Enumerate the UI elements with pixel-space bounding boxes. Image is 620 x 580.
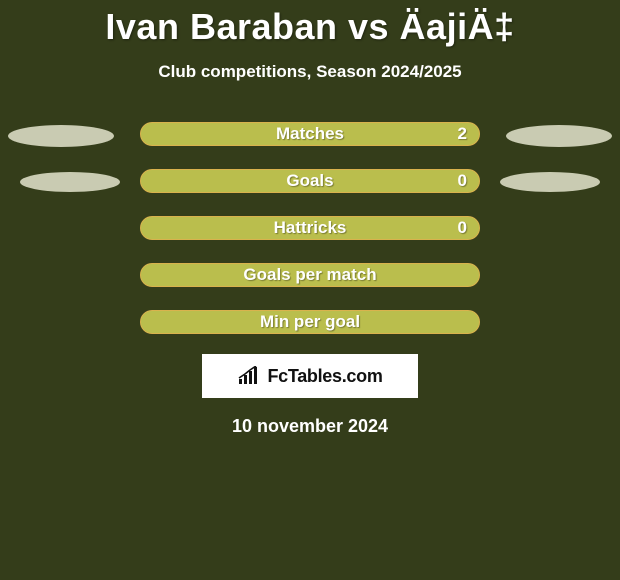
stat-rows: Matches 2 Goals 0 Hattricks 0 Goals per match M…	[0, 122, 620, 334]
stat-bar: Goals 0	[140, 169, 480, 193]
stat-row: Min per goal	[0, 310, 620, 334]
stat-row: Goals 0	[0, 169, 620, 193]
right-ellipse	[506, 125, 612, 147]
date-label: 10 november 2024	[0, 416, 620, 437]
fctables-icon	[237, 366, 263, 386]
left-ellipse	[20, 172, 120, 192]
right-ellipse	[500, 172, 600, 192]
stat-label: Matches	[276, 124, 344, 144]
stat-value: 0	[458, 171, 467, 191]
logo-text: FcTables.com	[267, 366, 382, 387]
logo-box[interactable]: FcTables.com	[202, 354, 418, 398]
stat-label: Goals per match	[243, 265, 376, 285]
stat-bar: Hattricks 0	[140, 216, 480, 240]
stat-bar: Min per goal	[140, 310, 480, 334]
stat-row: Goals per match	[0, 263, 620, 287]
stat-row: Hattricks 0	[0, 216, 620, 240]
stat-row: Matches 2	[0, 122, 620, 146]
stat-bar: Goals per match	[140, 263, 480, 287]
logo: FcTables.com	[237, 366, 382, 387]
page-title: Ivan Baraban vs ÄajiÄ‡	[0, 6, 620, 48]
stat-label: Min per goal	[260, 312, 360, 332]
stat-value: 2	[458, 124, 467, 144]
stat-value: 0	[458, 218, 467, 238]
left-ellipse	[8, 125, 114, 147]
page-subtitle: Club competitions, Season 2024/2025	[0, 62, 620, 82]
stat-label: Goals	[286, 171, 333, 191]
stat-label: Hattricks	[274, 218, 347, 238]
stat-bar: Matches 2	[140, 122, 480, 146]
comparison-widget: Ivan Baraban vs ÄajiÄ‡ Club competitions…	[0, 0, 620, 437]
